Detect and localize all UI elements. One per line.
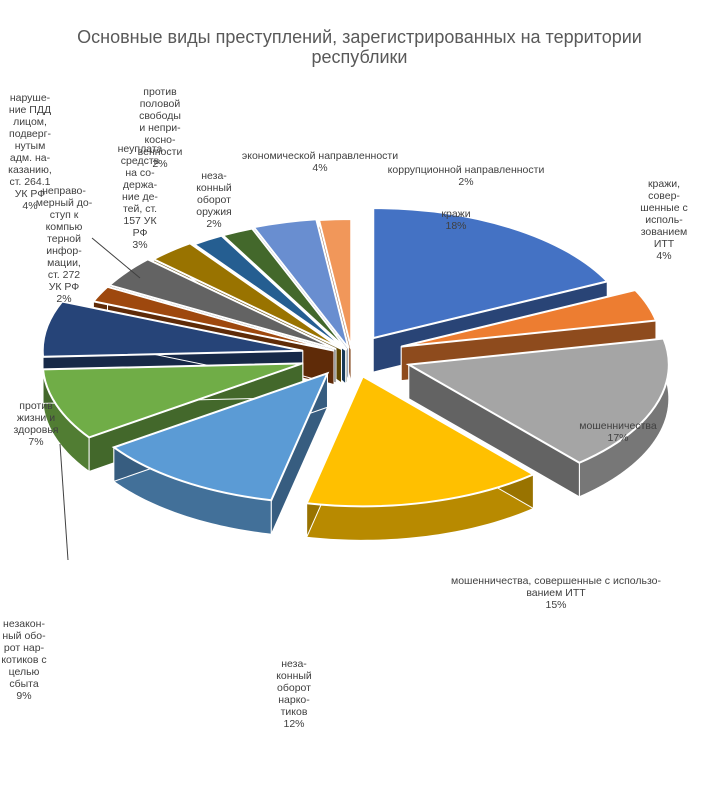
pie-slice-top xyxy=(317,218,353,350)
data-label: неправо- мерный до- ступ к компью терной… xyxy=(35,185,93,305)
data-label: кражи 18% xyxy=(441,208,471,232)
data-label: мошенничества, совершенные с использо- в… xyxy=(450,575,661,611)
pie-slice-top xyxy=(372,207,610,340)
pie-slice-top xyxy=(41,362,304,439)
data-label: против жизни и здоровья 7% xyxy=(13,400,59,448)
pie-slice xyxy=(305,374,536,541)
pie-slice-top xyxy=(251,218,350,349)
data-label: неуплата средств на со- держа- ние де- т… xyxy=(117,143,163,251)
pie-slice-top xyxy=(41,300,303,358)
leader-line xyxy=(59,443,69,561)
chart-title-line2: республики xyxy=(311,47,408,67)
data-label: неза- конный оборот оружия 2% xyxy=(196,170,232,230)
data-label: незакон- ный обо- рот нар- котиков с цел… xyxy=(1,618,47,702)
pie-slice-top xyxy=(220,227,348,351)
chart-title: Основные виды преступлений, зарегистриро… xyxy=(77,27,642,47)
pie-slice-top xyxy=(107,258,337,351)
data-label: против половой свободы и непри- косно- в… xyxy=(137,86,183,170)
data-label: экономической направленности 4% xyxy=(241,150,399,174)
pie-slice-top xyxy=(305,374,536,508)
pie-slice-top xyxy=(191,234,347,351)
pie-slice-top xyxy=(111,371,330,502)
pie-slice xyxy=(405,337,670,498)
data-label: наруше- ние ПДД лицом, подверг- нутым ад… xyxy=(8,92,52,212)
pie-slice-top xyxy=(91,285,335,352)
leader-line xyxy=(91,237,141,279)
data-label: неза- конный оборот нарко- тиков 12% xyxy=(276,658,312,730)
pie-slice-top xyxy=(401,288,658,348)
pie-slice-top xyxy=(405,337,670,464)
data-label: кражи, совер- шенные с исполь- зованием … xyxy=(640,178,688,262)
data-label: мошенничества 17% xyxy=(579,420,657,444)
pie-slice xyxy=(111,371,330,535)
pie-slice-top xyxy=(151,242,343,350)
data-label: коррупционной направленности 2% xyxy=(387,164,545,188)
